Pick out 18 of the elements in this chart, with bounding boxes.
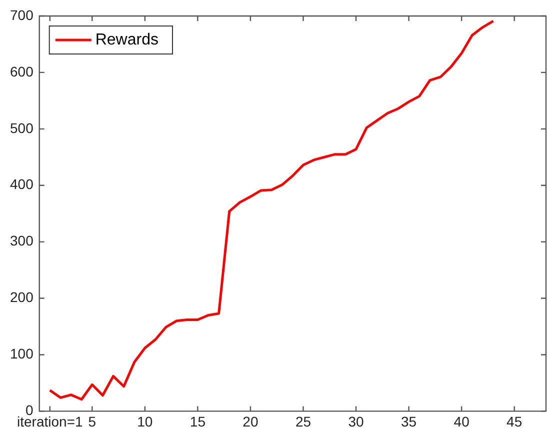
x-tick-label: 20 <box>242 413 258 430</box>
x-tick-label: 5 <box>88 413 96 430</box>
y-tick-label: 600 <box>10 63 34 80</box>
x-tick-label: 30 <box>348 413 364 430</box>
y-tick-label: 100 <box>10 346 34 362</box>
y-tick-label: 200 <box>10 289 34 306</box>
y-tick-label: 0 <box>26 402 34 418</box>
legend-label: Rewards <box>95 31 158 48</box>
x-tick-label: 35 <box>400 413 417 430</box>
y-tick-label: 400 <box>10 176 34 192</box>
y-tick-label: 300 <box>10 232 34 249</box>
x-tick-label: 15 <box>190 413 206 430</box>
y-tick-label: 500 <box>10 120 34 136</box>
x-tick-label: 40 <box>454 413 470 430</box>
x-tick-label: 25 <box>295 413 312 430</box>
y-tick-label: 700 <box>10 6 34 23</box>
x-tick-label: 45 <box>506 413 522 430</box>
x-tick-label: 10 <box>137 413 153 430</box>
